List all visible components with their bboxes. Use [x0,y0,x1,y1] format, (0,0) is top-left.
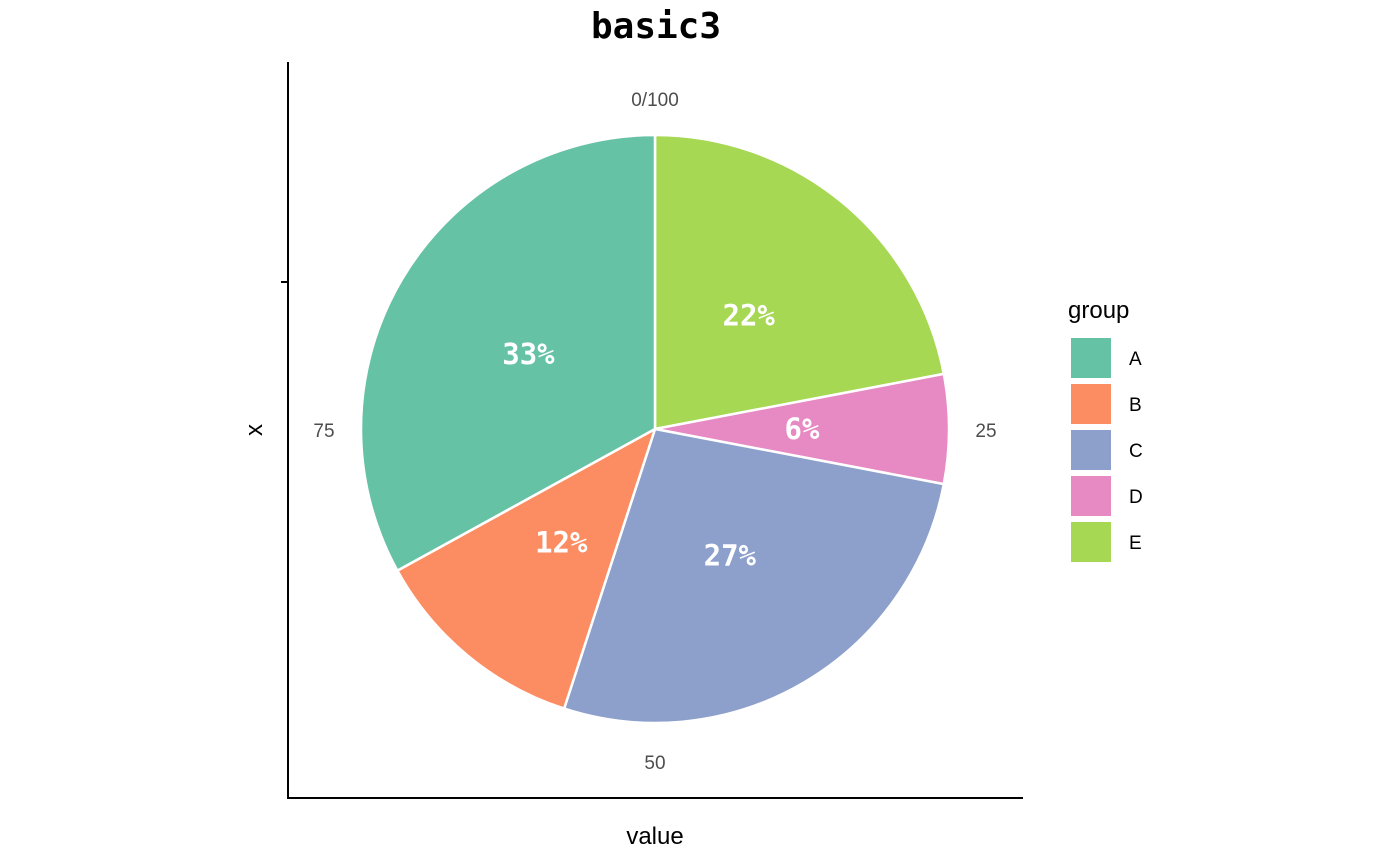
legend-label-a: A [1129,349,1142,370]
theta-tick-0-100: 0/100 [631,90,679,111]
legend-key-e [1071,522,1111,562]
chart-title: basic3 [591,6,721,47]
pie-slice-a [359,133,657,572]
pie-slice-e [653,133,946,431]
slice-label-a: 33% [502,337,555,371]
legend-items: A B C D E [1071,338,1143,562]
legend-title: group [1068,297,1129,324]
legend-label-d: D [1129,487,1143,508]
slice-label-e: 22% [723,299,776,333]
legend-key-a [1071,338,1111,378]
legend-key-c [1071,430,1111,470]
x-axis-title: value [626,823,683,850]
slice-percent-labels: 22% 6% 27% 12% 33% [502,299,820,573]
legend-key-d [1071,476,1111,516]
pie-slice-b [396,427,657,710]
legend-key-b [1071,384,1111,424]
theta-tick-50: 50 [644,753,665,774]
theta-tick-75: 75 [313,421,334,442]
legend-label-b: B [1129,395,1142,416]
slice-label-c: 27% [704,539,757,573]
legend-label-e: E [1129,533,1142,554]
theta-tick-25: 25 [975,421,996,442]
pie-slices [359,133,951,725]
legend: group A B C D E [1068,297,1143,562]
y-axis-title: x [241,424,268,436]
slice-label-b: 12% [535,525,588,559]
slice-label-d: 6% [785,412,820,446]
pie-slice-c [562,427,946,725]
legend-label-c: C [1129,441,1143,462]
